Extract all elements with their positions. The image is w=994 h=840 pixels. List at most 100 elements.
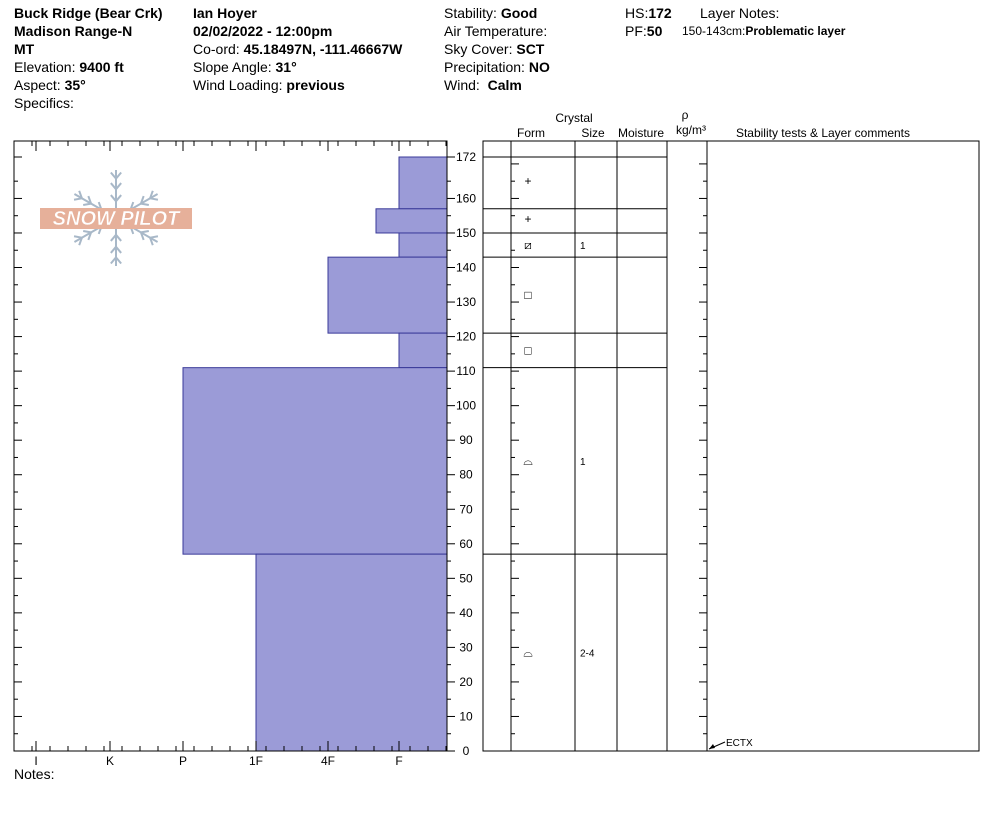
snowflake-branch xyxy=(83,202,92,206)
snowflake-branch xyxy=(78,190,83,199)
profile-axes: I K P 1F 4F F 0 10 20 30 40 50 60 70 80 90 100 110 120 130 1… xyxy=(13,140,476,768)
snowflake-branch xyxy=(115,171,122,180)
depth-label-4: 40 xyxy=(459,606,473,620)
pf-value: 50 xyxy=(646,23,663,39)
depth-label-7: 70 xyxy=(459,502,473,516)
snowflake-branch xyxy=(115,182,122,190)
observer-name: Ian Hoyer xyxy=(193,5,257,21)
snowflake-branch xyxy=(83,230,92,234)
depth-label-6: 60 xyxy=(459,537,473,551)
layer-note-range: 150-143cm: xyxy=(682,24,746,38)
hs-value: 172 xyxy=(648,5,672,21)
depth-label-11: 110 xyxy=(456,364,475,378)
air-temp-label: Air Temperature: xyxy=(444,23,548,39)
crystal-form-2: ⧄ xyxy=(524,238,532,252)
snowflake-branch xyxy=(115,256,122,265)
snowflake-branch xyxy=(149,197,159,201)
hardness-label-2: P xyxy=(179,754,187,768)
snowflake-branch xyxy=(115,246,122,254)
header-crystal: Crystal xyxy=(555,111,592,125)
site-state: MT xyxy=(14,41,35,57)
wind-loading-row: Wind Loading: previous xyxy=(193,77,345,93)
hardness-bar-6 xyxy=(255,553,448,752)
precip-row: Precipitation: NO xyxy=(444,59,550,75)
header-density-unit: kg/m³ xyxy=(676,123,706,137)
snowflake-branch xyxy=(140,195,145,204)
snowflake-branch xyxy=(115,194,122,202)
hardness-label-5: F xyxy=(395,754,402,768)
hs-row: HS:172 xyxy=(625,5,672,21)
snowflake-branch xyxy=(149,237,154,246)
slope-row: Slope Angle: 31° xyxy=(193,59,297,75)
slope-value: 31° xyxy=(275,59,297,75)
depth-label-1: 10 xyxy=(459,709,473,723)
precip-value: NO xyxy=(528,59,550,75)
observer-info: Ian Hoyer 02/02/2022 - 12:00pm Co-ord: 4… xyxy=(193,4,402,94)
crystal-form-6: ⌓ xyxy=(523,646,533,660)
hardness-label-1: K xyxy=(106,754,114,768)
hardness-bar-2 xyxy=(398,232,448,258)
wind-value: Calm xyxy=(487,77,522,93)
conditions-info: Stability: Good Air Temperature: Sky Cov… xyxy=(444,4,550,94)
snowflake-branch xyxy=(110,171,117,180)
depth-label-13: 130 xyxy=(456,295,476,309)
hardness-bar-4 xyxy=(398,332,448,369)
snowflake-branch xyxy=(87,232,92,241)
snowflake-branch xyxy=(73,235,83,239)
hardness-label-0: I xyxy=(34,754,37,768)
wind-loading-value: previous xyxy=(286,77,345,93)
crystal-form-1: + xyxy=(524,212,531,226)
snowflake-branch xyxy=(110,194,117,202)
elevation-value: 9400 ft xyxy=(79,59,124,75)
notes-label: Notes: xyxy=(14,766,55,782)
snowflake-branch xyxy=(140,232,145,241)
hardness-bar-5 xyxy=(182,367,448,555)
layer-note-row: 150-143cm:Problematic layer xyxy=(682,22,845,40)
depth-label-12: 120 xyxy=(456,330,476,344)
depth-label-9: 90 xyxy=(459,433,473,447)
depth-label-16: 160 xyxy=(456,191,476,205)
depth-label-0: 0 xyxy=(463,744,470,758)
logo-banner xyxy=(40,208,192,229)
depth-label-2: 20 xyxy=(459,675,473,689)
site-range: Madison Range-N xyxy=(14,23,133,39)
specifics-label: Specifics: xyxy=(14,95,74,111)
hardness-bar-3 xyxy=(327,256,448,334)
layer-table: Crystal Form Size Moisture ρkg/m³ Stability t… xyxy=(482,108,980,752)
snowflake-branch xyxy=(115,234,122,242)
snowflake-branch xyxy=(140,230,149,234)
header-form: Form xyxy=(517,126,545,140)
header-moisture: Moisture xyxy=(618,126,664,140)
site-info: Buck Ridge (Bear Crk) Madison Range-N MT… xyxy=(14,4,163,112)
aspect-row: Aspect: 35° xyxy=(14,77,86,93)
aspect-value: 35° xyxy=(64,77,86,93)
wind-row: Wind: Calm xyxy=(444,77,522,93)
snowflake-branch xyxy=(149,190,154,199)
hardness-bar-0 xyxy=(398,156,448,210)
snowflake-branch xyxy=(87,195,92,204)
stability-value: Good xyxy=(500,5,538,21)
hardness-label-4: 4F xyxy=(321,754,335,768)
depth-label-15: 150 xyxy=(456,226,476,240)
crystal-size-5: 1 xyxy=(580,457,586,468)
depth-label-3: 30 xyxy=(459,640,473,654)
header-size: Size xyxy=(581,126,605,140)
snowpilot-logo: SNOW PILOT xyxy=(40,170,192,266)
crystal-form-3: □ xyxy=(524,288,531,302)
depth-label-17: 172 xyxy=(456,150,476,164)
snowflake-branch xyxy=(73,197,83,201)
layer-note-text: Problematic layer xyxy=(745,24,846,38)
pf-row: PF:50 xyxy=(625,23,663,39)
elevation-row: Elevation: 9400 ft xyxy=(14,59,124,75)
depth-label-14: 140 xyxy=(456,261,476,275)
crystal-form-4: □ xyxy=(524,343,531,357)
depth-label-5: 50 xyxy=(459,571,473,585)
snowflake-branch xyxy=(110,182,117,190)
sky-row: Sky Cover: SCT xyxy=(444,41,545,57)
snowflake-branch xyxy=(149,235,159,239)
header-comments: Stability tests & Layer comments xyxy=(736,126,910,140)
table-frame xyxy=(482,140,980,752)
depth-info: HS:172 PF:50 xyxy=(625,4,672,40)
hardness-bar-1 xyxy=(375,208,448,234)
